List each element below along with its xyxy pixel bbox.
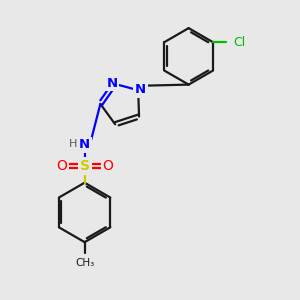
Text: CH₃: CH₃ (75, 258, 94, 268)
Text: N: N (106, 77, 118, 90)
Text: N: N (135, 83, 146, 96)
Text: H: H (69, 140, 77, 149)
Text: Cl: Cl (233, 36, 245, 49)
Text: S: S (80, 159, 90, 173)
Text: N: N (79, 138, 90, 152)
Text: O: O (56, 159, 67, 173)
Text: O: O (102, 159, 113, 173)
